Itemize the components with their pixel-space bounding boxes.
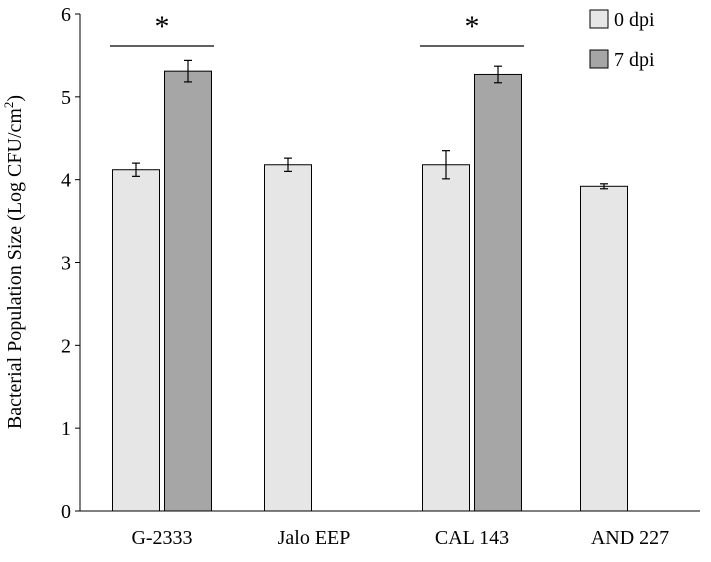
bar: [164, 70, 212, 512]
x-tick-label: Jalo EEP: [278, 527, 351, 549]
y-axis-ticks: 0 1 2 3 4 5 6: [61, 4, 80, 523]
x-tick-label: G-2333: [131, 527, 192, 549]
legend: 0 dpi 7 dpi: [589, 9, 655, 71]
significance-markers: * *: [110, 10, 524, 47]
y-tick-label: 3: [61, 253, 71, 275]
y-axis-title-main: Bacterial Population Size (Log CFU/cm: [4, 108, 26, 429]
svg-text:Bacterial Population Size (Log: Bacterial Population Size (Log CFU/cm2): [1, 95, 26, 429]
error-bars: [132, 59, 608, 190]
y-tick-label: 2: [61, 335, 71, 357]
bar: [580, 185, 628, 512]
significance-star: *: [465, 10, 480, 43]
y-tick-label: 0: [61, 501, 71, 523]
bar: [474, 73, 522, 512]
legend-swatch: [589, 9, 609, 29]
legend-label: 0 dpi: [614, 9, 655, 31]
x-tick-label: CAL 143: [435, 527, 509, 549]
axes: [79, 14, 700, 512]
x-tick-label: AND 227: [591, 527, 669, 549]
legend-label: 7 dpi: [614, 49, 655, 71]
bar: [422, 164, 470, 512]
bars: [112, 70, 628, 512]
legend-swatch: [589, 49, 609, 69]
y-tick-label: 6: [61, 4, 71, 26]
y-tick-label: 1: [61, 418, 71, 440]
bar: [264, 164, 312, 512]
y-tick-label: 5: [61, 87, 71, 109]
bar: [112, 169, 160, 512]
significance-star: *: [155, 10, 170, 43]
y-tick-label: 4: [61, 170, 71, 192]
y-axis-title: Bacterial Population Size (Log CFU/cm2): [1, 95, 26, 429]
y-axis-title-superscript: 2: [1, 102, 16, 109]
x-axis-ticks: G-2333 Jalo EEP CAL 143 AND 227: [131, 527, 669, 549]
y-axis-title-close: ): [4, 95, 26, 102]
